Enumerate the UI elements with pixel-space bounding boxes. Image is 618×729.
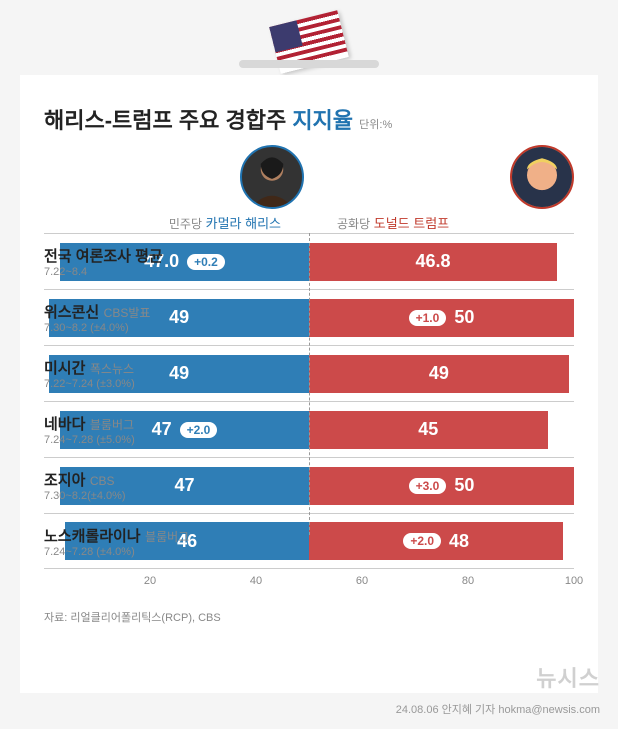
trump-lead-badge: +3.0 bbox=[409, 478, 447, 494]
trump-lead-badge: +2.0 bbox=[403, 533, 441, 549]
credit-line: 24.08.06 안지혜 기자 hokma@newsis.com bbox=[396, 701, 600, 717]
trump-bar: 49 bbox=[309, 355, 569, 393]
axis-tick: 80 bbox=[462, 575, 474, 587]
axis-tick: 60 bbox=[356, 575, 368, 587]
bar-rows: 47.0 +0.2 46.8 전국 여론조사 평균 7.22~8.4 bbox=[44, 233, 574, 569]
source-text: 자료: 리얼클리어폴리틱스(RCP), CBS bbox=[44, 609, 574, 625]
row-label: 노스캐롤라이나 블룸버그 7.24~7.28 (±4.0%) bbox=[44, 525, 204, 558]
chart-title: 해리스-트럼프 주요 경합주 지지율 단위:% bbox=[44, 103, 574, 135]
avatar-row: 민주당 카멀라 해리스 공화당 도널드 트럼프 bbox=[44, 145, 574, 227]
trump-value: 48 bbox=[449, 531, 469, 552]
title-prefix: 해리스-트럼프 주요 경합주 bbox=[44, 108, 292, 133]
trump-bar: +1.0 50 bbox=[309, 299, 574, 337]
trump-label: 공화당 도널드 트럼프 bbox=[309, 213, 574, 232]
trump-value: 49 bbox=[429, 363, 449, 384]
trump-value: 50 bbox=[454, 475, 474, 496]
trump-lead-badge: +1.0 bbox=[409, 310, 447, 326]
harris-label: 민주당 카멀라 해리스 bbox=[44, 213, 309, 232]
title-highlight: 지지율 bbox=[292, 108, 353, 133]
trump-avatar bbox=[510, 145, 574, 209]
trump-value: 50 bbox=[454, 307, 474, 328]
row-label: 네바다 블룸버그 7.24~7.28 (±5.0%) bbox=[44, 413, 204, 446]
trump-bar: +3.0 50 bbox=[309, 467, 574, 505]
trump-bar: +2.0 48 bbox=[309, 522, 563, 560]
chart-card: 해리스-트럼프 주요 경합주 지지율 단위:% 민주당 카멀라 해리스 공화당 … bbox=[20, 75, 598, 693]
center-divider bbox=[309, 233, 310, 535]
x-axis: 20406080100 bbox=[44, 575, 574, 603]
axis-tick: 40 bbox=[250, 575, 262, 587]
watermark: 뉴시스 bbox=[536, 661, 600, 693]
title-unit: 단위:% bbox=[359, 119, 392, 131]
harris-avatar bbox=[240, 145, 304, 209]
trump-value: 46.8 bbox=[415, 251, 450, 272]
trump-value: 45 bbox=[418, 419, 438, 440]
row-label: 전국 여론조사 평균 7.22~8.4 bbox=[44, 245, 204, 278]
ballot-slot bbox=[239, 60, 379, 68]
trump-bar: 46.8 bbox=[309, 243, 557, 281]
row-label: 미시간 폭스뉴스 7.22~7.24 (±3.0%) bbox=[44, 357, 204, 390]
trump-bar: 45 bbox=[309, 411, 548, 449]
row-label: 위스콘신 CBS발표 7.30~8.2 (±4.0%) bbox=[44, 301, 204, 334]
axis-tick: 20 bbox=[144, 575, 156, 587]
row-label: 조지아 CBS 7.30~8.2(±4.0%) bbox=[44, 469, 204, 502]
axis-tick: 100 bbox=[565, 575, 583, 587]
